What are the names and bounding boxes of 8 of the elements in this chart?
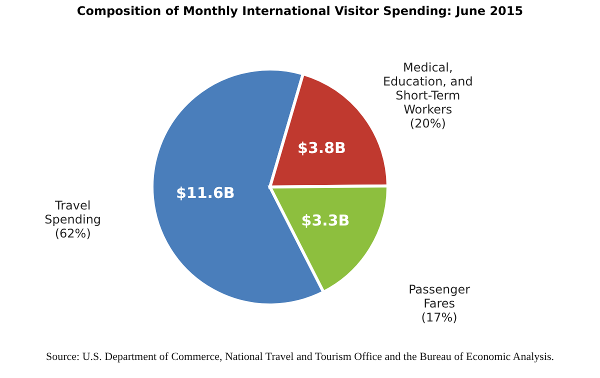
data-label: $11.6B xyxy=(176,184,235,202)
chart-title: Composition of Monthly International Visitor Spending: June 2015 xyxy=(76,4,524,18)
data-label: $3.3B xyxy=(301,212,350,230)
data-label: $3.8B xyxy=(298,138,346,157)
slice-label: Passenger Fares (17%) xyxy=(408,282,470,325)
slice-label: Travel Spending (62%) xyxy=(44,198,102,240)
slice-label: Medical, Education, and Short-Term Workers (20%) xyxy=(382,60,473,131)
source-note: Source: U.S. Department of Commerce, National Travel and Tourism Office and the Bureau of Economic Analysis. xyxy=(46,351,554,363)
